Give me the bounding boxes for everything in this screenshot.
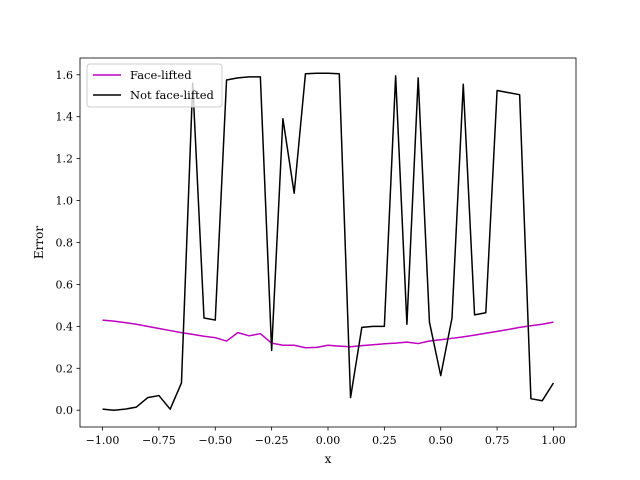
x-tick-label: −0.50 (198, 434, 232, 447)
y-tick-label: 0.8 (56, 237, 74, 250)
x-axis-label: x (325, 452, 332, 466)
y-axis-label: Error (32, 226, 46, 259)
y-tick-label: 0.2 (56, 362, 74, 375)
x-tick-label: −0.25 (255, 434, 289, 447)
y-tick-label: 0.4 (56, 320, 74, 333)
y-tick-label: 1.6 (56, 69, 74, 82)
y-tick-label: 1.4 (56, 111, 74, 124)
legend-label-1: Face-lifted (130, 68, 192, 82)
x-tick-label: 0.75 (485, 434, 510, 447)
series-line-2 (102, 72, 555, 411)
y-tick-label: 1.0 (56, 195, 74, 208)
y-axis: 0.0 0.2 0.4 0.6 0.8 1.0 1.2 1.4 1.6 (56, 69, 80, 417)
series-line-1 (102, 319, 554, 349)
y-tick-label: 0.6 (56, 278, 74, 291)
legend-label-2: Not face-lifted (130, 88, 215, 102)
y-tick-label: 0.0 (56, 404, 74, 417)
x-axis: −1.00 −0.75 −0.50 −0.25 0.00 0.25 0.50 0.75 1.00 (86, 427, 566, 447)
x-tick-label: 1.00 (541, 434, 566, 447)
x-tick-label: 0.25 (372, 434, 397, 447)
legend: Face-lifted Not face-lifted (86, 63, 223, 108)
x-tick-label: −0.75 (142, 434, 176, 447)
plot-background (80, 58, 576, 427)
x-tick-label: 0.00 (316, 434, 341, 447)
x-tick-label: −1.00 (86, 434, 120, 447)
series-layer (102, 72, 555, 411)
y-tick-label: 1.2 (56, 153, 74, 166)
x-tick-label: 0.50 (428, 434, 453, 447)
